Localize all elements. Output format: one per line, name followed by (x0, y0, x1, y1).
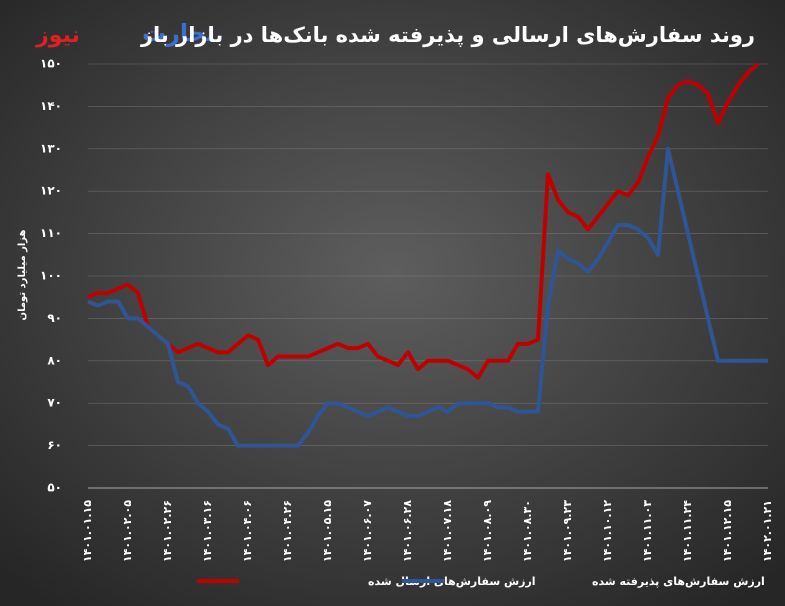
x-tick-label: ۱۴۰۱.۰۲.۲۶ (161, 500, 174, 562)
x-tick-label: ۱۴۰۱.۰۵.۱۵ (321, 500, 334, 562)
x-tick-label: ۱۴۰۱.۰۴.۰۶ (241, 500, 254, 562)
y-tick-label: ۷۰ (47, 396, 62, 410)
x-tick-label: ۱۴۰۱.۰۶.۲۸ (401, 500, 414, 562)
x-tick-label: ۱۴۰۲.۰۱.۲۱ (761, 500, 774, 562)
y-axis-label: هزار میلیارد تومان (17, 229, 28, 320)
x-tick-label: ۱۴۰۱.۰۳.۱۶ (201, 500, 214, 562)
brand-part: تجارت (142, 19, 215, 47)
chart-title: روند سفارش‌های ارسالی و پذیرفته شده بانک… (140, 23, 755, 47)
series-line (87, 62, 760, 380)
x-tick-label: ۱۴۰۱.۰۸.۰۹ (481, 500, 494, 562)
x-tick-label: ۱۴۰۱.۱۰.۱۲ (601, 500, 614, 562)
y-tick-label: ۵۰ (47, 481, 62, 495)
y-tick-label: ۸۰ (47, 353, 62, 367)
y-tick-label: ۱۵۰ (40, 57, 62, 71)
x-tick-label: ۱۴۰۱.۰۸.۳۰ (521, 500, 534, 562)
x-tick-label: ۱۴۰۱.۰۴.۲۶ (281, 500, 294, 562)
y-tick-label: ۱۴۰ (40, 99, 62, 113)
y-tick-label: ۱۲۰ (40, 184, 62, 198)
x-tick-label: ۱۴۰۱.۱۲.۱۵ (721, 500, 734, 562)
y-tick-label: ۹۰ (47, 311, 62, 325)
x-tick-label: ۱۴۰۱.۰۶.۰۷ (361, 500, 374, 562)
x-tick-label: ۱۴۰۱.۱۱.۰۳ (641, 500, 654, 562)
y-tick-label: ۶۰ (47, 438, 62, 452)
x-tick-label: ۱۴۰۱.۰۹.۲۳ (561, 500, 574, 562)
series-line (87, 146, 768, 448)
y-tick-label: ۱۱۰ (40, 226, 62, 240)
x-tick-label: ۱۴۰۱.۰۲.۰۵ (121, 500, 134, 562)
legend-label: ارزش سفارش‌های پذیرفته شده (592, 575, 765, 588)
x-tick-label: ۱۴۰۱.۱۱.۲۴ (681, 500, 694, 562)
y-tick-label: ۱۳۰ (40, 141, 62, 155)
x-tick-label: ۱۴۰۱.۰۷.۱۸ (441, 500, 454, 562)
brand-part: نیوز (35, 23, 80, 48)
y-tick-label: ۱۰۰ (40, 269, 62, 283)
legend-label: ارزش سفارش‌های ارسال شده (368, 575, 536, 588)
x-tick-label: ۱۴۰۱.۰۱.۱۵ (81, 500, 94, 562)
